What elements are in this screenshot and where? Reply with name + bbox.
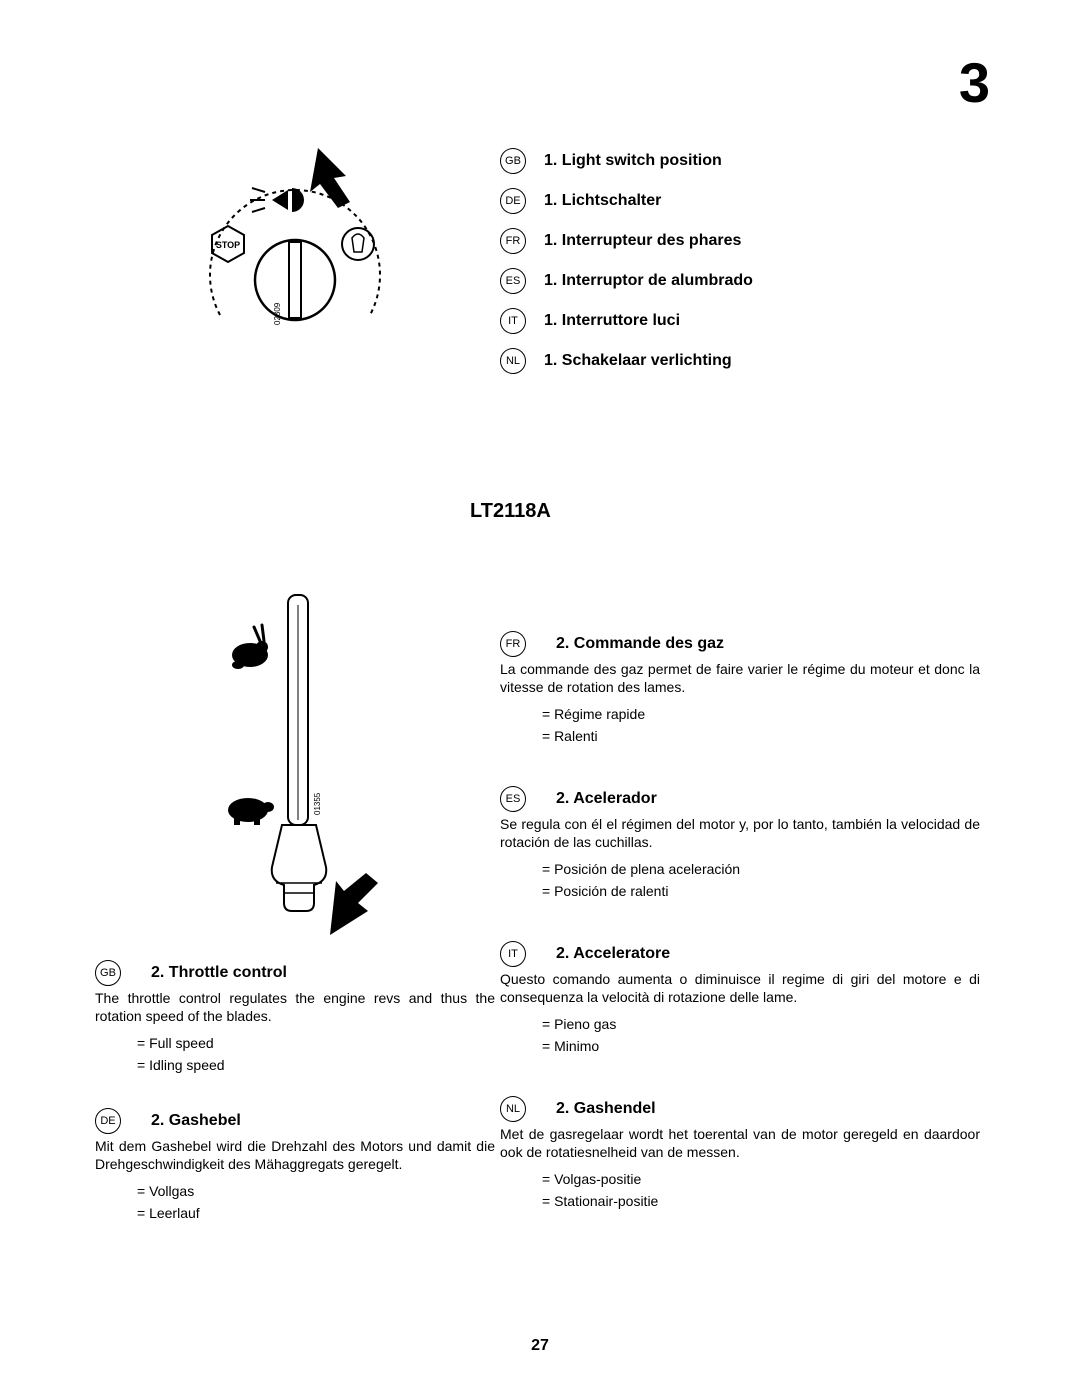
option-idle: = Idling speed [137,1055,495,1077]
light-text: 1. Interrupteur des phares [544,232,741,250]
option-idle: = Stationair-positie [542,1191,980,1213]
part-number: 01355 [313,792,322,815]
section-throttle-it: IT 2. Acceleratore Questo comando aument… [500,941,980,1057]
option-fast: = Régime rapide [542,704,980,726]
section-body: Met de gasregelaar wordt het toerental v… [500,1126,980,1161]
light-switch-list: GB 1. Light switch position DE 1. Lichts… [500,148,980,388]
light-item-fr: FR 1. Interrupteur des phares [500,228,980,254]
option-fast: = Full speed [137,1033,495,1055]
section-body: La commande des gaz permet de faire vari… [500,661,980,696]
section-title: 2. Throttle control [151,964,287,982]
option-idle: = Posición de ralenti [542,881,980,903]
light-text: 1. Light switch position [544,152,722,170]
page-number: 27 [0,1337,1080,1355]
section-throttle-de: DE 2. Gashebel Mit dem Gashebel wird die… [95,1108,495,1224]
light-item-de: DE 1. Lichtschalter [500,188,980,214]
section-throttle-gb: GB 2. Throttle control The throttle cont… [95,960,495,1076]
model-title: LT2118A [470,500,551,523]
option-fast: = Pieno gas [542,1014,980,1036]
section-title: 2. Acceleratore [556,945,670,963]
light-text: 1. Interruptor de alumbrado [544,272,753,290]
section-body: The throttle control regulates the engin… [95,990,495,1025]
lang-badge: GB [95,960,121,986]
lang-badge: ES [500,786,526,812]
lang-badge: FR [500,631,526,657]
light-item-it: IT 1. Interruttore luci [500,308,980,334]
light-text: 1. Schakelaar verlichting [544,352,732,370]
light-item-nl: NL 1. Schakelaar verlichting [500,348,980,374]
option-idle: = Ralenti [542,726,980,748]
lang-badge: DE [95,1108,121,1134]
option-idle: = Minimo [542,1036,980,1058]
lang-badge: NL [500,348,526,374]
lang-badge: GB [500,148,526,174]
light-switch-diagram: STOP 02309 [180,140,410,370]
option-fast: = Posición de plena aceleración [542,859,980,881]
option-idle: = Leerlauf [137,1203,495,1225]
option-fast: = Vollgas [137,1181,495,1203]
light-item-es: ES 1. Interruptor de alumbrado [500,268,980,294]
section-title: 2. Acelerador [556,790,657,808]
section-title: 2. Gashendel [556,1100,656,1118]
section-throttle-nl: NL 2. Gashendel Met de gasregelaar wordt… [500,1096,980,1212]
chapter-number: 3 [959,50,990,115]
section-body: Se regula con él el régimen del motor y,… [500,816,980,851]
lang-badge: IT [500,941,526,967]
throttle-diagram: 01355 [210,585,390,945]
section-title: 2. Commande des gaz [556,635,724,653]
section-body: Mit dem Gashebel wird die Drehzahl des M… [95,1138,495,1173]
lang-badge: ES [500,268,526,294]
section-body: Questo comando aumenta o diminuisce il r… [500,971,980,1006]
section-title: 2. Gashebel [151,1112,241,1130]
light-text: 1. Lichtschalter [544,192,661,210]
stop-label: STOP [216,240,240,250]
section-throttle-es: ES 2. Acelerador Se regula con él el rég… [500,786,980,902]
section-throttle-fr: FR 2. Commande des gaz La commande des g… [500,631,980,747]
lang-badge: IT [500,308,526,334]
light-item-gb: GB 1. Light switch position [500,148,980,174]
lang-badge: FR [500,228,526,254]
lang-badge: DE [500,188,526,214]
option-fast: = Volgas-positie [542,1169,980,1191]
light-text: 1. Interruttore luci [544,312,680,330]
lang-badge: NL [500,1096,526,1122]
part-number: 02309 [273,302,282,325]
